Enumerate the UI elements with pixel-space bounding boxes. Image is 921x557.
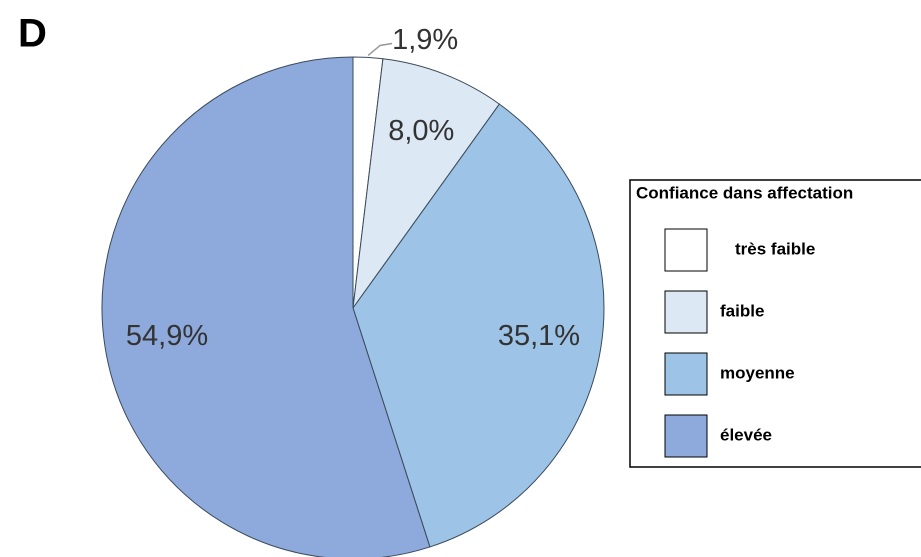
data-label: 54,9% (126, 320, 208, 352)
data-label: 1,9% (392, 24, 458, 56)
data-label: 8,0% (388, 115, 454, 147)
legend-swatch (664, 290, 708, 334)
panel-label: D (18, 12, 47, 56)
pie-slice (101, 56, 431, 557)
pie-slice (352, 58, 501, 309)
legend-label: élevée (720, 425, 772, 444)
legend-label: très faible (735, 239, 815, 258)
pie-slice (352, 103, 605, 548)
legend-title: Confiance dans affectation (636, 183, 853, 202)
legend-label: faible (720, 301, 764, 320)
legend-swatch (664, 414, 708, 458)
leader-line (367, 42, 393, 57)
data-label: 35,1% (498, 320, 580, 352)
legend-swatch (664, 228, 708, 272)
legend-swatch (664, 352, 708, 396)
legend-label: moyenne (720, 363, 795, 382)
